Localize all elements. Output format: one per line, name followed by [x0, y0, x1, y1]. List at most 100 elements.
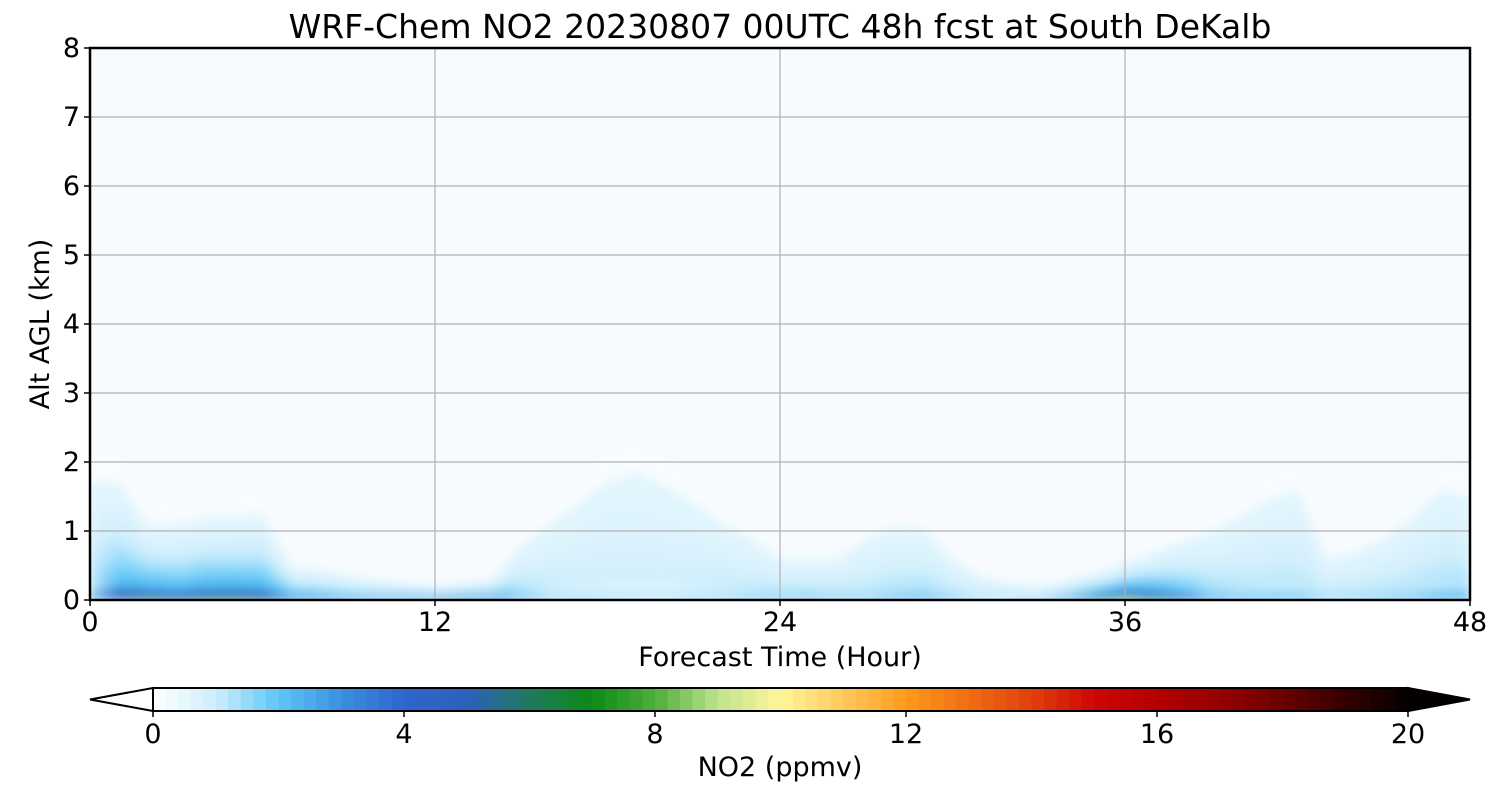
colorbar-segment	[1157, 688, 1171, 711]
colorbar-segment	[1370, 688, 1384, 711]
colorbar-segment	[516, 688, 531, 711]
x-axis: 0 12 24 36 48	[81, 600, 1487, 638]
colorbar-segment	[178, 688, 192, 711]
colorbar-segment	[1332, 688, 1346, 711]
colorbar-segment	[416, 688, 430, 711]
chart-title: WRF-Chem NO2 20230807 00UTC 48h fcst at …	[289, 7, 1272, 46]
colorbar: 0 4 8 12 16 20	[89, 686, 1471, 750]
colorbar-segment	[767, 688, 782, 711]
y-tick-label: 5	[63, 240, 80, 271]
colorbar-segment	[755, 688, 769, 711]
colorbar-segment	[253, 688, 267, 711]
colorbar-segment	[931, 688, 945, 711]
colorbar-segment	[655, 688, 669, 711]
colorbar-segment	[1119, 688, 1133, 711]
colorbar-tick-label: 0	[144, 719, 161, 750]
colorbar-segment	[1044, 688, 1058, 711]
colorbar-segment	[1307, 688, 1321, 711]
colorbar-segment	[855, 688, 869, 711]
colorbar-segment	[730, 688, 744, 711]
colorbar-segment	[328, 688, 342, 711]
colorbar-segment	[818, 688, 832, 711]
colorbar-segment	[190, 688, 204, 711]
colorbar-segment	[215, 688, 229, 711]
colorbar-segment	[805, 688, 819, 711]
y-axis: 0 1 2 3 4 5 6 7 8	[63, 33, 90, 616]
colorbar-segment	[165, 688, 179, 711]
colorbar-segment	[454, 688, 468, 711]
colorbar-segment	[404, 688, 418, 711]
colorbar-segment	[830, 688, 844, 711]
colorbar-segment	[466, 688, 480, 711]
y-tick-label: 6	[63, 171, 80, 202]
colorbar-segment	[717, 688, 731, 711]
x-tick-label: 24	[763, 607, 797, 638]
colorbar-segment	[793, 688, 807, 711]
y-tick-label: 7	[63, 102, 80, 133]
colorbar-segment	[378, 688, 393, 711]
colorbar-segment	[893, 688, 907, 711]
colorbar-extend-low	[89, 686, 154, 713]
y-tick-label: 2	[63, 447, 80, 478]
colorbar-segment	[491, 688, 505, 711]
colorbar-segment	[542, 688, 556, 711]
colorbar-segment	[993, 688, 1007, 711]
colorbar-segment	[353, 688, 367, 711]
colorbar-segment	[629, 688, 644, 711]
colorbar-segment	[604, 688, 618, 711]
x-tick-label: 36	[1108, 607, 1142, 638]
colorbar-segment	[441, 688, 455, 711]
colorbar-segment	[1182, 688, 1196, 711]
colorbar-segment	[504, 688, 518, 711]
colorbar-segment	[1056, 688, 1070, 711]
colorbar-tick-label: 20	[1391, 719, 1425, 750]
colorbar-segment	[554, 688, 568, 711]
colorbar-segment	[1069, 688, 1083, 711]
colorbar-segment	[228, 688, 242, 711]
colorbar-segment	[868, 688, 882, 711]
colorbar-extend-high	[1407, 686, 1471, 713]
colorbar-segment	[667, 688, 681, 711]
colorbar-segment	[291, 688, 305, 711]
y-tick-label: 8	[63, 33, 80, 64]
colorbar-segment	[956, 688, 970, 711]
colorbar-tick-label: 12	[889, 719, 923, 750]
colorbar-segment	[943, 688, 957, 711]
colorbar-segment	[1232, 688, 1246, 711]
colorbar-segment	[617, 688, 631, 711]
y-axis-label: Alt AGL (km)	[25, 239, 56, 410]
colorbar-segment	[1169, 688, 1183, 711]
colorbar-segment	[906, 688, 920, 711]
colorbar-segment	[366, 688, 380, 711]
colorbar-segment	[1094, 688, 1108, 711]
colorbar-segment	[1295, 688, 1309, 711]
colorbar-segment	[968, 688, 982, 711]
grid-lines	[90, 48, 1470, 600]
colorbar-segment	[529, 688, 543, 711]
colorbar-tick-label: 16	[1140, 719, 1174, 750]
colorbar-segment	[1194, 688, 1208, 711]
colorbar-tick-label: 8	[646, 719, 663, 750]
colorbar-segment	[203, 688, 217, 711]
colorbar-segment	[240, 688, 254, 711]
colorbar-segment	[1282, 688, 1296, 711]
colorbar-segment	[1382, 688, 1397, 711]
colorbar-segment	[429, 688, 443, 711]
colorbar-segment	[780, 688, 794, 711]
colorbar-segment	[1357, 688, 1371, 711]
colorbar-segment	[391, 688, 405, 711]
x-axis-label: Forecast Time (Hour)	[638, 642, 922, 673]
colorbar-segment	[705, 688, 719, 711]
colorbar-label: NO2 (ppmv)	[698, 752, 863, 783]
colorbar-segment	[1219, 688, 1233, 711]
x-tick-label: 48	[1453, 607, 1487, 638]
colorbar-segment	[592, 688, 606, 711]
colorbar-segment	[1257, 688, 1271, 711]
colorbar-segment	[1081, 688, 1095, 711]
y-tick-label: 4	[63, 309, 80, 340]
colorbar-segment	[1269, 688, 1284, 711]
y-tick-label: 1	[63, 516, 80, 547]
colorbar-segment	[1144, 688, 1158, 711]
colorbar-segment	[918, 688, 932, 711]
colorbar-segment	[1244, 688, 1258, 711]
